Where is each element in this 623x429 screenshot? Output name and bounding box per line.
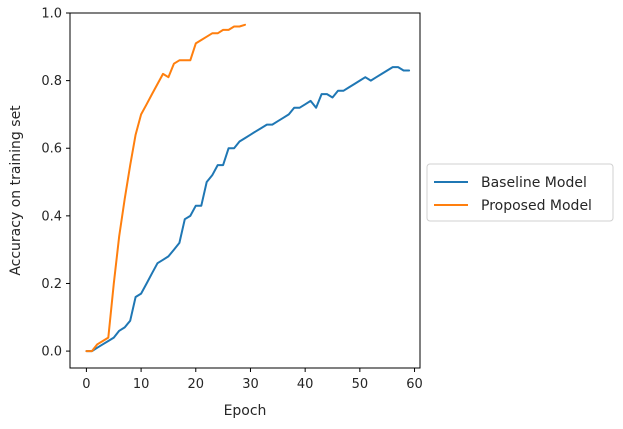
y-tick-label: 0.2 — [41, 277, 62, 292]
x-tick-label: 20 — [188, 377, 205, 392]
x-tick-label: 60 — [406, 377, 423, 392]
y-tick-label: 1.0 — [41, 7, 62, 22]
x-axis-title: Epoch — [224, 403, 267, 419]
legend-label-proposed: Proposed Model — [481, 198, 592, 214]
series-line-proposed — [85, 23, 246, 353]
legend-label-baseline: Baseline Model — [481, 175, 587, 191]
x-tick-label: 10 — [133, 377, 150, 392]
axes-layer: 0 10 20 30 40 50 60 0.0 0.2 0.4 0.6 0.8 1.0 — [41, 7, 422, 393]
series-layer — [85, 23, 411, 353]
y-tick-label: 0.6 — [41, 142, 62, 157]
x-tick-label: 50 — [352, 377, 369, 392]
y-tick-label: 0.0 — [41, 345, 62, 360]
legend-frame — [426, 163, 614, 222]
plot-frame — [69, 12, 421, 369]
y-tick-label: 0.8 — [41, 74, 62, 89]
x-tick-label: 0 — [82, 377, 90, 392]
y-axis-title: Accuracy on training set — [8, 105, 24, 276]
legend: Baseline Model Proposed Model — [426, 163, 614, 222]
y-tick-label: 0.4 — [41, 209, 62, 224]
series-line-baseline — [85, 66, 411, 353]
x-tick-label: 40 — [297, 377, 314, 392]
x-tick-label: 30 — [242, 377, 259, 392]
